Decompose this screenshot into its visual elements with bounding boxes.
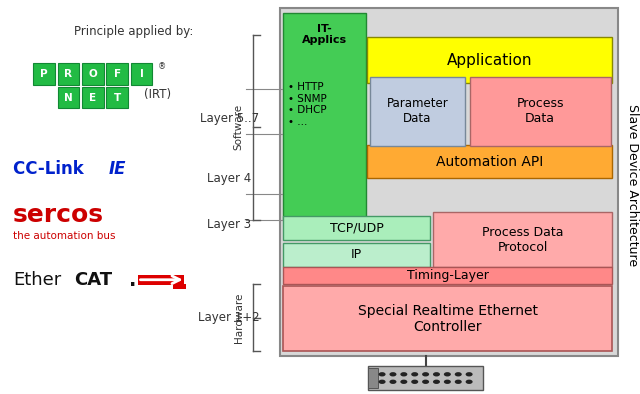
Bar <box>283 243 430 267</box>
Bar <box>33 63 55 85</box>
Circle shape <box>390 380 397 384</box>
Bar <box>106 63 128 85</box>
Text: Timing-Layer: Timing-Layer <box>407 269 488 282</box>
Bar <box>138 275 184 285</box>
Text: Process
Data: Process Data <box>516 97 564 125</box>
Bar <box>367 145 612 178</box>
Text: Ether: Ether <box>13 271 61 289</box>
Text: F: F <box>113 69 121 79</box>
Text: IT-
Applics: IT- Applics <box>302 24 347 45</box>
Text: IP: IP <box>351 249 362 261</box>
Circle shape <box>466 380 473 384</box>
Text: Application: Application <box>447 52 532 68</box>
Text: ®: ® <box>157 63 166 71</box>
Circle shape <box>455 380 462 384</box>
Text: Layer 4: Layer 4 <box>207 172 252 184</box>
Text: CC-Link: CC-Link <box>13 160 90 178</box>
Text: Special Realtime Ethernet
Controller: Special Realtime Ethernet Controller <box>358 304 538 334</box>
Bar <box>470 77 611 146</box>
Text: O: O <box>88 69 97 79</box>
Bar <box>82 63 104 85</box>
Text: Layer 5..7: Layer 5..7 <box>200 112 259 125</box>
Circle shape <box>422 380 429 384</box>
Text: Parameter
Data: Parameter Data <box>387 97 448 125</box>
Bar <box>367 37 612 83</box>
Bar <box>283 267 612 284</box>
Bar <box>58 63 79 85</box>
Text: R: R <box>65 69 72 79</box>
Text: • HTTP
• SNMP
• DHCP
• ...: • HTTP • SNMP • DHCP • ... <box>288 82 327 127</box>
Bar <box>58 87 79 108</box>
Text: sercos: sercos <box>13 203 104 227</box>
Text: IE: IE <box>109 160 126 178</box>
Text: E: E <box>89 93 97 102</box>
Text: N: N <box>64 93 73 102</box>
Bar <box>173 284 186 289</box>
Bar <box>280 8 618 356</box>
Bar <box>106 87 128 108</box>
Text: P: P <box>40 69 48 79</box>
Circle shape <box>401 380 408 384</box>
Circle shape <box>390 372 397 377</box>
Circle shape <box>379 380 385 384</box>
Text: the automation bus: the automation bus <box>13 230 115 241</box>
Circle shape <box>401 372 408 377</box>
Text: Software: Software <box>234 104 244 151</box>
Circle shape <box>422 372 429 377</box>
Circle shape <box>444 372 451 377</box>
Text: CAT: CAT <box>74 271 113 289</box>
Text: (IRT): (IRT) <box>144 88 171 101</box>
Text: Slave Device Architecture: Slave Device Architecture <box>626 104 639 266</box>
Text: T: T <box>113 93 121 102</box>
Text: Process Data
Protocol: Process Data Protocol <box>482 225 564 254</box>
Circle shape <box>455 372 462 377</box>
Text: Automation API: Automation API <box>436 155 543 169</box>
Text: I: I <box>140 69 143 79</box>
Bar <box>370 77 465 146</box>
Text: Layer 3: Layer 3 <box>207 218 251 231</box>
Circle shape <box>444 380 451 384</box>
Bar <box>283 13 366 220</box>
Bar <box>433 212 612 267</box>
Bar <box>368 368 378 388</box>
Text: Hardware: Hardware <box>234 293 244 343</box>
Bar <box>368 366 483 390</box>
Bar <box>82 87 104 108</box>
Text: Layer 1+2: Layer 1+2 <box>198 311 260 323</box>
Bar <box>131 63 152 85</box>
Bar <box>283 286 612 351</box>
Text: .: . <box>129 271 137 290</box>
Circle shape <box>433 372 440 377</box>
Circle shape <box>466 372 473 377</box>
Circle shape <box>379 372 385 377</box>
Circle shape <box>412 372 419 377</box>
Circle shape <box>412 380 419 384</box>
Bar <box>283 216 430 240</box>
Circle shape <box>433 380 440 384</box>
Text: Principle applied by:: Principle applied by: <box>74 25 193 38</box>
Text: TCP/UDP: TCP/UDP <box>330 222 383 234</box>
